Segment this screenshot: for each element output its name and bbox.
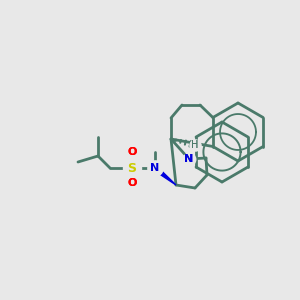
- Text: S: S: [128, 161, 136, 175]
- Text: O: O: [127, 147, 137, 157]
- Polygon shape: [153, 166, 176, 185]
- Text: O: O: [127, 147, 137, 157]
- Text: H: H: [191, 140, 199, 150]
- Text: N: N: [184, 154, 194, 164]
- Text: H: H: [191, 140, 199, 150]
- Text: O: O: [127, 178, 137, 188]
- Text: N: N: [150, 163, 160, 173]
- Text: O: O: [127, 178, 137, 188]
- Text: N: N: [184, 154, 194, 164]
